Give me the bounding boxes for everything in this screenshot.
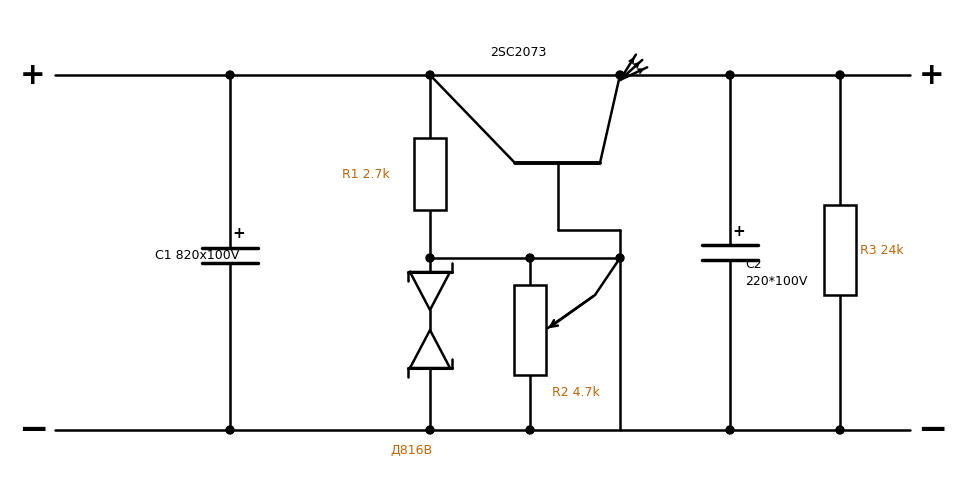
Text: C1 820x100V: C1 820x100V: [155, 249, 239, 262]
Text: C2
220*100V: C2 220*100V: [745, 258, 808, 288]
Text: Д816В: Д816В: [390, 443, 432, 456]
Circle shape: [726, 426, 734, 434]
Circle shape: [616, 254, 624, 262]
Circle shape: [836, 426, 844, 434]
Text: +: +: [232, 227, 246, 241]
Circle shape: [526, 426, 534, 434]
Circle shape: [616, 71, 624, 79]
Circle shape: [836, 71, 844, 79]
Circle shape: [526, 254, 534, 262]
Bar: [514, 285, 546, 375]
Text: R3 24k: R3 24k: [860, 243, 903, 256]
Circle shape: [426, 426, 434, 434]
Bar: [824, 205, 856, 295]
Circle shape: [726, 71, 734, 79]
Circle shape: [426, 71, 434, 79]
Text: +: +: [920, 61, 945, 90]
Text: −: −: [18, 413, 48, 447]
Text: R2 4.7k: R2 4.7k: [552, 387, 600, 400]
Bar: [414, 138, 446, 210]
Text: +: +: [733, 224, 745, 239]
Circle shape: [426, 254, 434, 262]
Circle shape: [226, 71, 234, 79]
Text: −: −: [917, 413, 947, 447]
Text: 2SC2073: 2SC2073: [490, 45, 547, 58]
Text: R1 2.7k: R1 2.7k: [342, 168, 389, 180]
Text: +: +: [20, 61, 46, 90]
Circle shape: [226, 426, 234, 434]
